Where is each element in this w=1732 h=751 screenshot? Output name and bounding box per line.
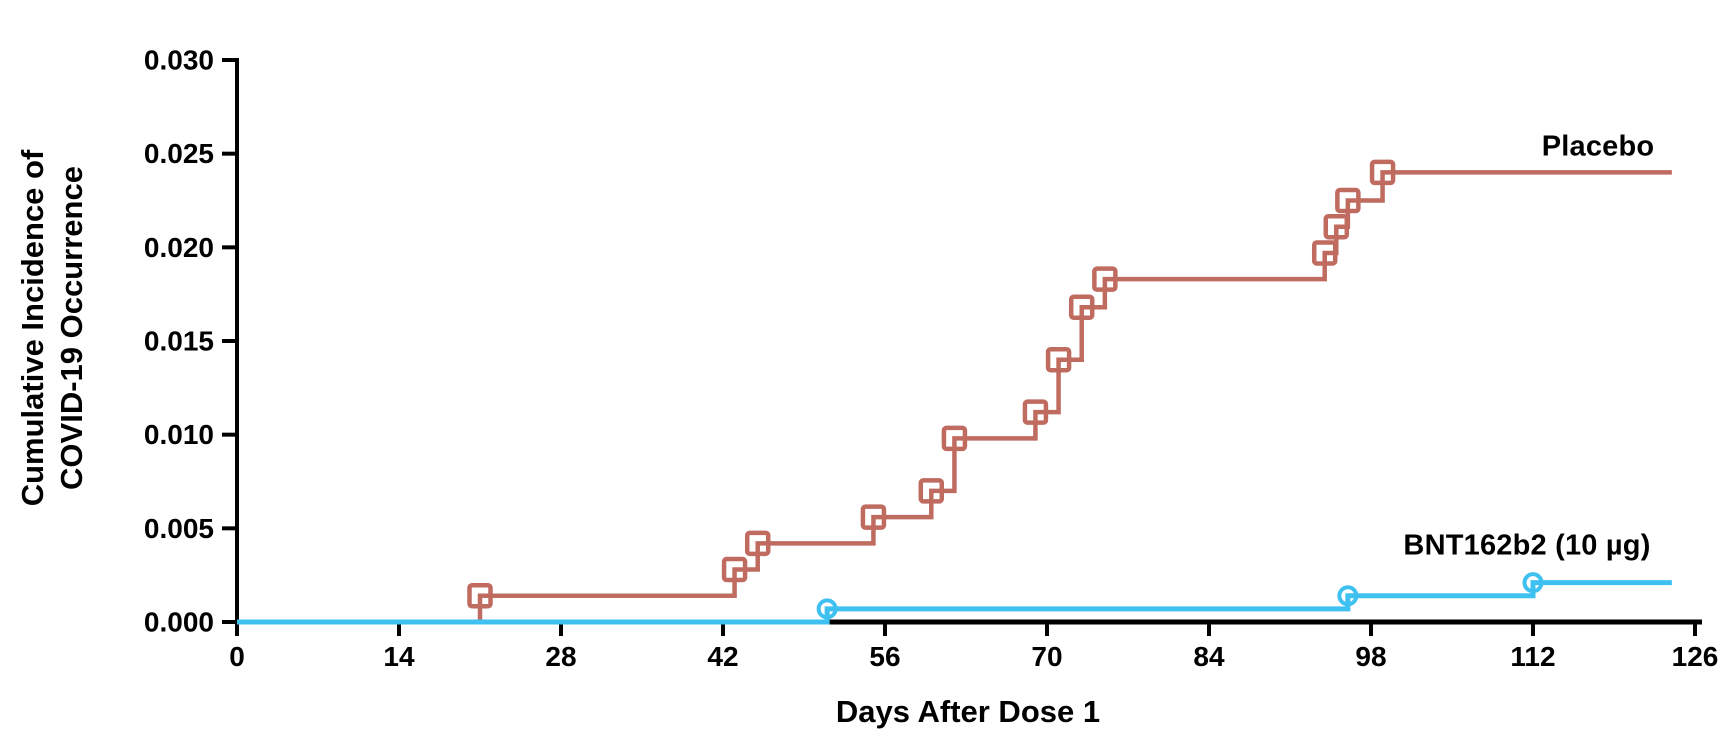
x-tick-label: 112 xyxy=(1510,641,1555,672)
y-tick-label: 0.015 xyxy=(144,326,214,357)
y-axis-title-line1: Cumulative Incidence of xyxy=(14,149,50,507)
x-tick-label: 56 xyxy=(869,641,900,672)
y-tick-label: 0.025 xyxy=(144,138,214,169)
x-axis-title: Days After Dose 1 xyxy=(835,694,1101,729)
y-tick-label: 0.020 xyxy=(144,232,214,263)
x-tick-label: 98 xyxy=(1355,641,1386,672)
x-tick-label: 14 xyxy=(383,641,415,672)
y-tick-label: 0.005 xyxy=(144,513,214,544)
x-tick-label: 70 xyxy=(1031,641,1062,672)
y-tick-label: 0.010 xyxy=(144,419,214,450)
x-tick-label: 0 xyxy=(229,641,245,672)
y-tick-label: 0.030 xyxy=(144,45,214,76)
x-tick-label: 42 xyxy=(707,641,738,672)
x-tick-label: 28 xyxy=(545,641,576,672)
placebo-step-curve xyxy=(237,170,1672,625)
bnt162b2-step-curve xyxy=(237,580,1672,625)
series-label-bnt162b2: BNT162b2 (10 µg) xyxy=(1403,529,1651,562)
x-tick-label: 84 xyxy=(1193,641,1225,672)
y-axis-title-line2: COVID-19 Occurrence xyxy=(54,166,89,490)
y-tick-label: 0.000 xyxy=(144,607,214,638)
x-tick-label: 126 xyxy=(1672,641,1719,672)
y-axis-title: Cumulative Incidence of COVID-19 Occurre… xyxy=(13,150,91,507)
series-label-placebo: Placebo xyxy=(1541,130,1655,163)
